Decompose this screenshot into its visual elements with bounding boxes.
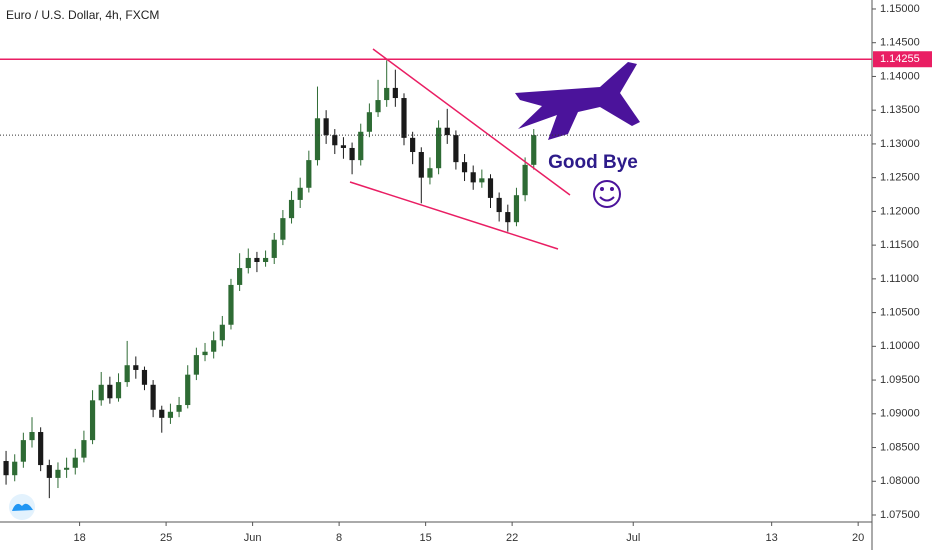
x-tick-label: Jul — [626, 532, 640, 544]
candle-body — [513, 195, 520, 223]
chart-title: Euro / U.S. Dollar, 4h, FXCM — [6, 8, 159, 22]
candle-body — [38, 432, 44, 466]
candle-body — [176, 405, 182, 412]
candle-body — [461, 162, 468, 173]
candle-body — [185, 374, 191, 406]
candle-body — [3, 461, 9, 476]
x-tick-label: Jun — [244, 532, 262, 544]
candle-body — [202, 351, 208, 356]
candle-body — [81, 440, 87, 458]
candle-body — [323, 118, 329, 136]
x-tick-label: 20 — [852, 532, 864, 544]
logo — [9, 494, 35, 520]
candle-body — [29, 432, 35, 441]
candle-body — [98, 384, 104, 401]
candle-body — [20, 440, 26, 462]
smiley-icon — [593, 180, 621, 208]
trend-line-lower — [349, 181, 559, 250]
candle-body — [245, 257, 251, 269]
candle-body — [366, 112, 372, 132]
y-tick-label: 1.13500 — [880, 104, 920, 116]
candle-body — [436, 127, 442, 169]
trend-line-upper — [372, 48, 571, 196]
candle-body — [254, 257, 260, 262]
y-tick-label: 1.10000 — [880, 340, 920, 352]
plane-icon — [515, 62, 640, 140]
x-tick-label: 15 — [419, 532, 431, 544]
candle-body — [64, 467, 70, 470]
x-tick-label: 22 — [506, 532, 518, 544]
candle-body — [280, 218, 286, 240]
y-tick-label: 1.15000 — [880, 3, 920, 15]
candle-body — [392, 87, 398, 99]
candle-body — [487, 178, 494, 198]
candle-body — [418, 152, 424, 178]
candle-body — [470, 172, 476, 183]
candle-body — [150, 384, 156, 410]
candle-body — [384, 87, 390, 101]
candle-body — [12, 461, 18, 476]
candle-body — [306, 160, 312, 188]
y-tick-label: 1.12500 — [880, 172, 920, 184]
candle-body — [531, 135, 537, 165]
candle-body — [141, 369, 148, 385]
candle-body — [228, 284, 234, 325]
y-tick-label: 1.08000 — [880, 475, 920, 487]
candle-body — [522, 164, 528, 196]
candle-body — [427, 168, 433, 178]
y-tick-label: 1.11000 — [880, 273, 919, 285]
candle-body — [271, 239, 277, 258]
candle-body — [375, 100, 381, 113]
x-tick-label: 8 — [336, 532, 342, 544]
y-tick-label: 1.11500 — [880, 239, 919, 251]
candle-body — [107, 384, 113, 399]
y-tick-label: 1.08500 — [880, 441, 920, 453]
y-tick-label: 1.14000 — [880, 70, 920, 82]
x-tick-label: 13 — [766, 532, 778, 544]
candle-body — [314, 118, 321, 161]
candle-body — [288, 199, 295, 219]
x-tick-label: 18 — [73, 532, 85, 544]
candle-body — [505, 212, 511, 223]
candle-body — [237, 268, 243, 285]
annotation-text: Good Bye — [548, 152, 638, 173]
candle-body — [340, 145, 347, 148]
candle-body — [55, 469, 61, 478]
candle-body — [124, 365, 130, 383]
y-tick-label: 1.14500 — [880, 37, 920, 49]
candle-body — [332, 135, 338, 146]
candle-body — [72, 457, 78, 468]
y-tick-label: 1.09000 — [880, 408, 920, 420]
candle-body — [410, 137, 416, 153]
level-label-box — [873, 51, 932, 68]
candle-body — [444, 127, 450, 136]
candle-body — [115, 382, 122, 399]
level-label: 1.14255 — [880, 53, 920, 65]
candle-body — [479, 178, 485, 183]
candle-body — [262, 257, 269, 262]
candle-body — [167, 411, 174, 418]
candles — [3, 60, 537, 499]
y-tick-label: 1.10500 — [880, 307, 920, 319]
candle-body — [133, 365, 139, 370]
y-tick-label: 1.07500 — [880, 509, 920, 521]
candle-body — [358, 131, 364, 161]
x-tick-label: 25 — [160, 532, 172, 544]
candle-body — [496, 197, 502, 213]
candle-body — [401, 98, 407, 138]
candle-body — [46, 465, 52, 478]
y-tick-label: 1.13000 — [880, 138, 920, 150]
candle-body — [89, 400, 96, 441]
candle-body — [349, 147, 355, 161]
candle-body — [211, 340, 217, 352]
candle-body — [297, 187, 303, 200]
candle-body — [453, 135, 459, 163]
y-tick-label: 1.09500 — [880, 374, 920, 386]
candle-body — [219, 324, 225, 341]
y-tick-label: 1.12000 — [880, 205, 920, 217]
candle-body — [159, 409, 165, 418]
candle-body — [193, 355, 199, 375]
